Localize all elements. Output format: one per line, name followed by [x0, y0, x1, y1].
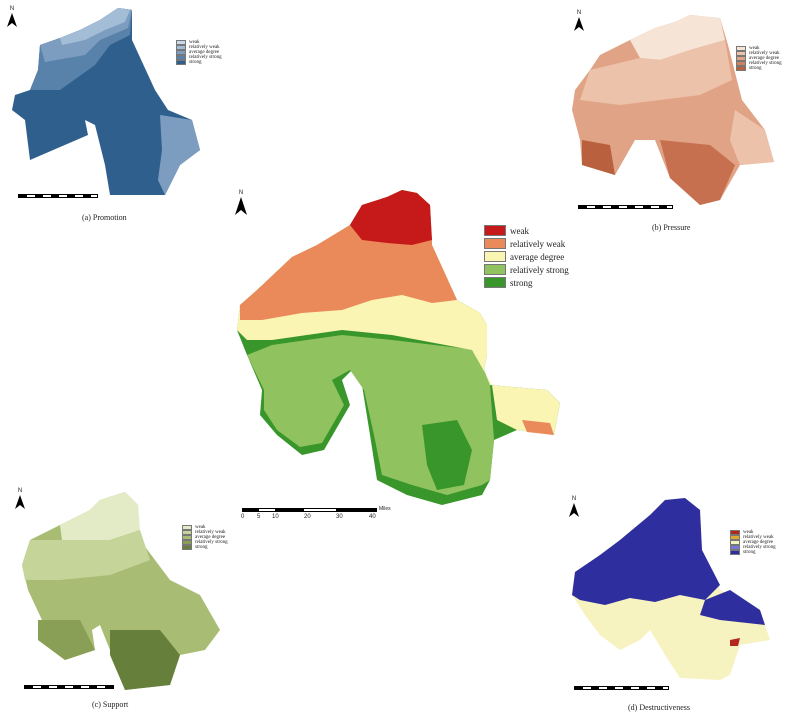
north-arrow-icon: N	[14, 488, 26, 509]
region-weak	[350, 190, 432, 245]
legend-swatch	[176, 55, 186, 60]
panel-support: N weak relatively weak average degree re…	[0, 480, 240, 720]
legend-item: strong	[730, 550, 776, 555]
support-map	[22, 492, 220, 690]
north-arrow-icon: N	[573, 10, 585, 31]
destructiveness-legend: weak relatively weak average degree rela…	[730, 530, 776, 555]
promotion-map	[12, 8, 200, 195]
legend-item: weak	[176, 40, 222, 45]
support-legend: weak relatively weak average degree rela…	[182, 525, 228, 550]
region-relatively-weak	[580, 40, 732, 105]
legend-swatch	[730, 545, 740, 550]
legend-item: relatively strong	[176, 55, 222, 60]
legend-swatch	[730, 540, 740, 545]
legend-swatch	[176, 45, 186, 50]
legend-item: average degree	[176, 50, 222, 55]
scale-bar	[24, 685, 114, 695]
legend-swatch	[730, 535, 740, 540]
region-strong-patch	[422, 420, 472, 490]
legend-swatch	[182, 545, 192, 550]
region-relatively-weak	[60, 8, 130, 45]
legend-item: weak	[182, 525, 228, 530]
legend-item: average degree	[182, 535, 228, 540]
legend-swatch	[736, 66, 746, 71]
scale-bar	[578, 205, 673, 215]
legend-swatch	[484, 251, 506, 262]
scale-bar	[18, 194, 98, 204]
legend-swatch	[736, 56, 746, 61]
legend-swatch	[736, 61, 746, 66]
legend-item: strong	[484, 277, 569, 288]
legend-item: relatively strong	[182, 540, 228, 545]
legend-swatch	[484, 225, 506, 236]
caption-pressure: (b) Pressure	[652, 223, 691, 232]
region-east	[730, 110, 774, 165]
legend-swatch	[484, 264, 506, 275]
legend-swatch	[736, 51, 746, 56]
legend-item: relatively strong	[736, 61, 782, 66]
legend-swatch	[182, 525, 192, 530]
destructiveness-map	[572, 498, 770, 680]
promotion-legend: weak relatively weak average degree rela…	[176, 40, 222, 65]
region-strong	[582, 140, 615, 175]
legend-item: relatively weak	[730, 535, 776, 540]
legend-item: strong	[182, 545, 228, 550]
legend-item: strong	[176, 60, 222, 65]
main-map	[237, 190, 560, 505]
legend-swatch	[176, 40, 186, 45]
legend-item: relatively weak	[736, 51, 782, 56]
legend-item: relatively weak	[182, 530, 228, 535]
region-weak-east	[158, 115, 200, 195]
legend-item: weak	[736, 46, 782, 51]
panel-promotion: N weak relatively weak average degree re…	[0, 0, 230, 230]
scale-bar: 0 5 10 20 30 40 Miles	[241, 506, 391, 520]
panel-destructiveness: N weak relatively weak average degree re…	[560, 490, 794, 720]
region-weak	[60, 492, 140, 545]
region-relatively-strong	[38, 620, 95, 660]
north-arrow-icon: N	[6, 6, 18, 27]
legend-item: strong	[736, 66, 782, 71]
legend-swatch	[730, 530, 740, 535]
legend-swatch	[182, 540, 192, 545]
legend-item: weak	[730, 530, 776, 535]
caption-promotion: (a) Promotion	[82, 213, 127, 222]
legend-swatch	[484, 238, 506, 249]
legend-swatch	[182, 535, 192, 540]
region-weak-east	[522, 420, 554, 435]
scale-bar	[574, 686, 669, 696]
panel-pressure: N weak relatively weak average degree re…	[560, 0, 794, 240]
north-arrow-icon: N	[234, 190, 248, 215]
pressure-legend: weak relatively weak average degree rela…	[736, 46, 782, 71]
panel-main: N weak relatively weak average degree re…	[232, 185, 569, 525]
legend-item: relatively strong	[730, 545, 776, 550]
main-legend: weak relatively weak average degree rela…	[484, 225, 569, 288]
region-relatively-strong	[700, 590, 765, 625]
legend-swatch	[730, 550, 740, 555]
legend-swatch	[736, 46, 746, 51]
region-strong	[110, 630, 180, 690]
region-weak	[730, 638, 740, 646]
north-arrow-icon: N	[568, 496, 580, 517]
legend-item: weak	[484, 225, 569, 236]
legend-item: average degree	[736, 56, 782, 61]
region-relatively-strong	[660, 140, 735, 205]
legend-swatch	[176, 60, 186, 65]
region-weak	[630, 15, 725, 60]
legend-swatch	[182, 530, 192, 535]
legend-item: average degree	[730, 540, 776, 545]
legend-swatch	[176, 50, 186, 55]
legend-item: relatively strong	[484, 264, 569, 275]
legend-item: relatively weak	[484, 238, 569, 249]
legend-swatch	[484, 277, 506, 288]
legend-item: average degree	[484, 251, 569, 262]
caption-destructiveness: (d) Destructiveness	[628, 703, 690, 712]
caption-support: (c) Support	[92, 700, 129, 709]
region-strong	[572, 498, 720, 605]
pressure-map	[572, 15, 774, 205]
region-relatively-weak	[22, 530, 150, 580]
legend-item: relatively weak	[176, 45, 222, 50]
